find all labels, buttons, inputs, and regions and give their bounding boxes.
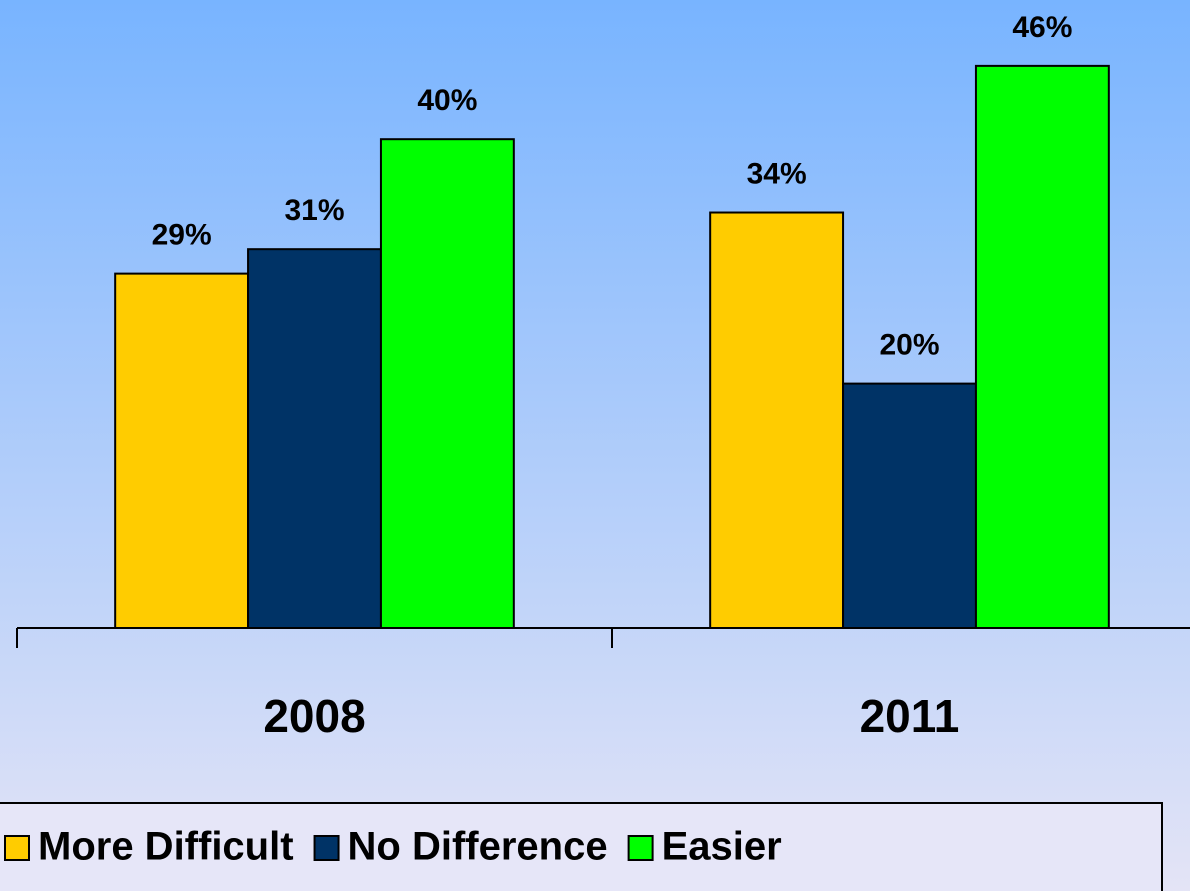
legend-swatch bbox=[627, 835, 654, 861]
legend-label: More Difficult bbox=[38, 825, 294, 869]
bar bbox=[709, 211, 845, 630]
value-label: 29% bbox=[152, 219, 212, 252]
x-tick-label: 2011 bbox=[860, 690, 960, 742]
bar bbox=[379, 138, 515, 629]
bar bbox=[974, 64, 1110, 629]
bar bbox=[247, 248, 382, 629]
bar bbox=[114, 272, 250, 629]
legend-label: No Difference bbox=[348, 825, 608, 869]
value-label: 20% bbox=[879, 329, 939, 362]
value-label: 31% bbox=[284, 194, 344, 227]
legend-swatch bbox=[313, 835, 340, 861]
value-label: 46% bbox=[1012, 11, 1072, 44]
bar bbox=[842, 382, 977, 629]
legend-box bbox=[0, 802, 1163, 891]
value-label: 40% bbox=[417, 84, 477, 117]
x-tick-label: 2008 bbox=[263, 690, 365, 742]
legend-label: Easier bbox=[662, 825, 782, 869]
value-label: 34% bbox=[747, 157, 807, 190]
legend-swatch bbox=[4, 835, 30, 861]
